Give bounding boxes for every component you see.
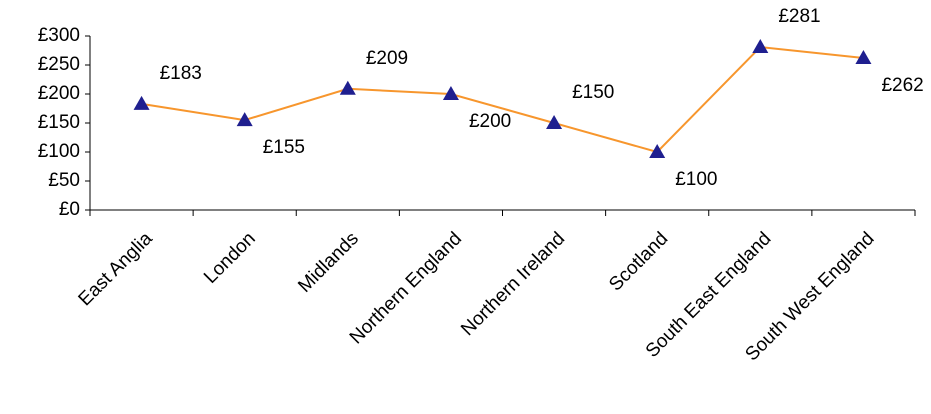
y-tick-label: £250 — [38, 54, 80, 75]
x-tick-label: Scotland — [605, 228, 672, 295]
marker — [855, 50, 872, 65]
x-tick-label: Northern England — [346, 228, 466, 348]
y-tick-label: £50 — [48, 170, 80, 191]
x-tick-label: Northern Ireland — [457, 228, 569, 340]
data-label: £200 — [469, 111, 511, 132]
marker — [442, 86, 459, 100]
data-label: £183 — [160, 63, 202, 84]
marker — [649, 144, 666, 158]
marker — [752, 39, 769, 54]
y-tick-label: £100 — [38, 141, 80, 162]
y-tick-label: £0 — [59, 199, 80, 220]
marker — [339, 80, 356, 95]
data-label: £100 — [675, 169, 717, 190]
marker — [546, 115, 563, 129]
x-tick-label: East Anglia — [75, 228, 157, 310]
data-label: £150 — [572, 82, 614, 103]
y-tick-label: £300 — [38, 25, 80, 46]
marker — [236, 112, 253, 127]
data-label: £209 — [366, 48, 408, 69]
x-tick-label: Midlands — [294, 228, 363, 297]
marker — [133, 95, 150, 110]
line — [141, 45, 864, 154]
data-label: £262 — [881, 75, 923, 96]
data-label: £281 — [778, 6, 820, 27]
y-tick-label: £200 — [38, 83, 80, 104]
y-tick-label: £150 — [38, 112, 80, 133]
data-label: £155 — [263, 137, 305, 158]
x-tick-label: London — [200, 228, 260, 288]
